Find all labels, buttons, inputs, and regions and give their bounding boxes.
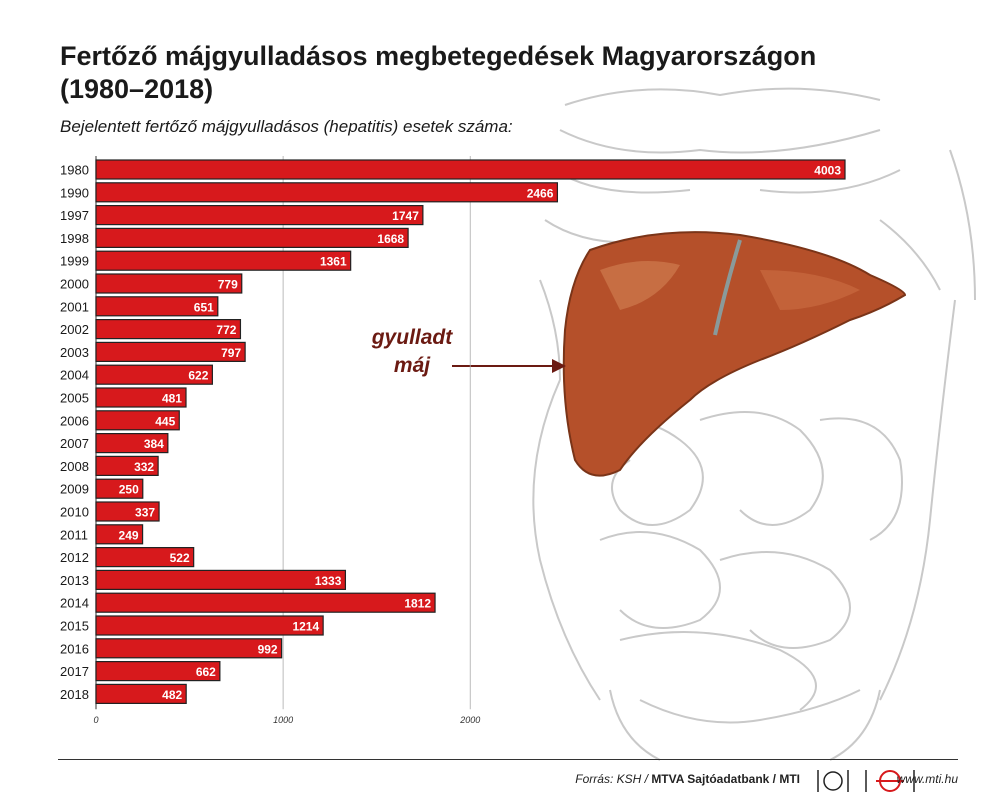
bar	[95, 227, 409, 248]
data-label: 250	[119, 483, 139, 497]
bar	[95, 433, 169, 454]
annotation-label-line2: máj	[394, 354, 431, 377]
bar	[95, 546, 195, 568]
bar	[95, 501, 160, 522]
y-tick-label: 2004	[60, 368, 89, 383]
bar	[95, 273, 243, 294]
footer-source: Forrás: KSH / MTVA Sajtóadatbank / MTI	[575, 772, 800, 786]
bar	[95, 364, 213, 385]
bar	[95, 455, 159, 476]
bar	[95, 341, 246, 362]
bar	[95, 592, 436, 613]
bar	[95, 319, 242, 340]
chart-bars: 1980 4003 1990 2466 1997 1747 1998 1668 1999 1361…	[60, 159, 846, 705]
data-label: 1812	[404, 597, 431, 611]
data-label: 249	[119, 528, 139, 542]
bar	[95, 569, 347, 591]
data-label: 4003	[814, 164, 841, 178]
y-tick-label: 2005	[60, 391, 89, 406]
y-tick-label: 1997	[60, 208, 89, 223]
y-tick-label: 2014	[60, 596, 89, 611]
footer-url: www.mti.hu	[896, 772, 958, 786]
data-label: 482	[162, 688, 182, 702]
y-tick-label: 2018	[60, 687, 89, 702]
bar	[95, 615, 324, 636]
y-tick-label: 2003	[60, 345, 89, 360]
bar	[95, 205, 424, 226]
data-label: 797	[221, 346, 241, 360]
data-label: 1747	[392, 209, 419, 223]
bar	[95, 478, 144, 499]
bar	[95, 296, 219, 317]
data-label: 384	[144, 437, 164, 451]
data-label: 481	[162, 392, 182, 406]
footer-divider	[58, 759, 958, 760]
y-tick-label: 2015	[60, 619, 89, 634]
bar	[95, 410, 180, 431]
footer: Forrás: KSH / MTVA Sajtóadatbank / MTI w…	[0, 759, 1000, 803]
annotation-arrow	[452, 359, 566, 373]
chart-title: Fertőző májgyulladásos megbetegedések Ma…	[60, 41, 817, 104]
mti-logo-icon	[865, 770, 915, 792]
y-tick-label: 1980	[60, 163, 89, 178]
y-tick-label: 2010	[60, 505, 89, 520]
annotation-label-line1: gyulladt	[371, 326, 454, 349]
liver-illustration	[562, 231, 907, 477]
footer-source-prefix: Forrás: KSH /	[575, 772, 648, 786]
y-tick-label: 2013	[60, 573, 89, 588]
data-label: 1214	[292, 620, 319, 634]
y-tick-label: 2000	[60, 277, 89, 292]
data-label: 779	[218, 278, 238, 292]
bar	[95, 250, 352, 271]
y-tick-label: 2008	[60, 459, 89, 474]
bar	[95, 182, 559, 203]
x-tick-label: 1000	[273, 715, 293, 725]
x-tick-label: 2000	[459, 715, 480, 725]
data-label: 337	[135, 506, 155, 520]
data-label: 651	[194, 300, 214, 314]
data-label: 445	[155, 414, 175, 428]
data-label: 1361	[320, 255, 347, 269]
y-tick-label: 2007	[60, 436, 89, 451]
mtva-logo-icon	[817, 770, 849, 792]
y-tick-label: 2009	[60, 482, 89, 497]
y-tick-label: 2001	[60, 299, 89, 314]
bar	[95, 524, 144, 545]
y-tick-label: 2017	[60, 664, 89, 679]
data-label: 662	[196, 665, 216, 679]
data-label: 622	[188, 369, 208, 383]
data-label: 1668	[377, 232, 404, 246]
bar	[95, 660, 221, 682]
data-label: 522	[170, 551, 190, 565]
footer-source-bold: MTVA Sajtóadatbank / MTI	[651, 772, 800, 786]
x-tick-label: 0	[93, 715, 98, 725]
data-label: 1333	[315, 574, 342, 588]
y-tick-label: 1999	[60, 254, 89, 269]
bar	[95, 638, 283, 659]
y-tick-label: 2012	[60, 550, 89, 565]
bar	[95, 159, 846, 180]
y-tick-label: 2006	[60, 413, 89, 428]
data-label: 2466	[527, 186, 554, 200]
y-tick-label: 2016	[60, 641, 89, 656]
bar	[95, 683, 187, 705]
y-tick-label: 1998	[60, 231, 89, 246]
chart-subtitle: Bejelentett fertőző májgyulladásos (hepa…	[60, 117, 513, 136]
data-label: 772	[216, 323, 236, 337]
bar	[95, 387, 187, 408]
data-label: 332	[134, 460, 154, 474]
y-tick-label: 2011	[60, 527, 88, 542]
y-tick-label: 1990	[60, 185, 89, 200]
data-label: 992	[258, 642, 278, 656]
y-tick-label: 2002	[60, 322, 89, 337]
